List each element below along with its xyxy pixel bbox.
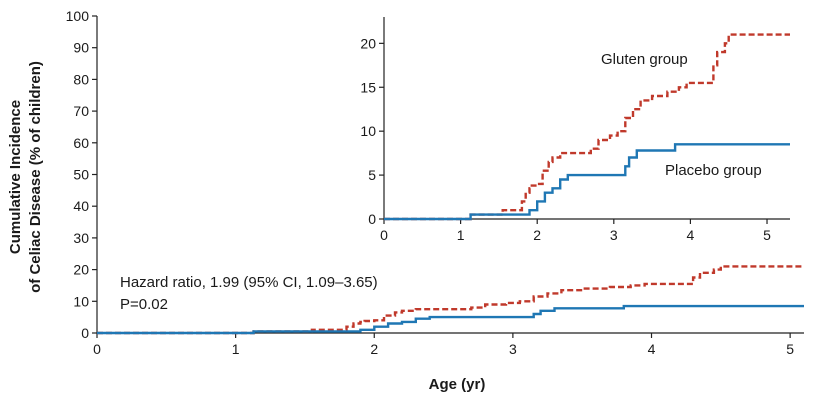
p-value-annotation: P=0.02 <box>120 296 168 313</box>
gluten-group-label: Gluten group <box>601 51 688 68</box>
main-y-tick-label: 20 <box>73 262 89 278</box>
inset-y-tick-label: 10 <box>360 123 376 139</box>
main-gluten-group-curve <box>97 265 804 335</box>
main-y-tick-label: 90 <box>73 40 89 56</box>
main-y-tick-label: 10 <box>73 293 89 309</box>
main-placebo-group-curve <box>97 304 804 335</box>
chart-text: Cumulative Incidence of Celiac Disease (… <box>7 51 762 393</box>
y-axis-title-line-1: Cumulative Incidence <box>7 100 24 254</box>
main-x-tick-label: 4 <box>648 341 656 357</box>
inset-y-tick-label: 0 <box>368 211 376 227</box>
x-axis-title: Age (yr) <box>429 376 486 393</box>
main-y-tick-label: 100 <box>66 8 90 24</box>
main-y-tick-label: 50 <box>73 167 89 183</box>
inset-x-tick-label: 3 <box>610 227 618 243</box>
hazard-ratio-annotation: Hazard ratio, 1.99 (95% CI, 1.09–3.65) <box>120 274 378 291</box>
main-y-tick-label: 60 <box>73 135 89 151</box>
inset-plot: 0 5 10 15 20 0 1 2 3 4 5 <box>360 17 790 243</box>
main-x-tick-label: 5 <box>786 341 794 357</box>
inset-placebo-group-curve <box>384 143 790 221</box>
main-x-tick-label: 0 <box>93 341 101 357</box>
placebo-group-label: Placebo group <box>665 162 762 179</box>
y-axis-title-line-2: of Celiac Disease (% of children) <box>27 61 44 293</box>
main-x-tick-label: 3 <box>509 341 517 357</box>
inset-x-tick-label: 4 <box>687 227 695 243</box>
main-x-tick-label: 1 <box>232 341 240 357</box>
inset-y-tick-label: 5 <box>368 167 376 183</box>
inset-x-tick-label: 1 <box>457 227 465 243</box>
main-y-tick-label: 30 <box>73 230 89 246</box>
main-y-tick-label: 0 <box>81 325 89 341</box>
inset-x-tick-label: 2 <box>533 227 541 243</box>
main-y-tick-label: 70 <box>73 103 89 119</box>
inset-x-tick-label: 0 <box>380 227 388 243</box>
inset-y-tick-label: 20 <box>360 35 376 51</box>
main-y-tick-label: 40 <box>73 198 89 214</box>
inset-y-tick-label: 15 <box>360 79 376 95</box>
inset-gluten-group-curve <box>384 33 790 221</box>
inset-x-tick-label: 5 <box>763 227 771 243</box>
main-x-tick-label: 2 <box>370 341 378 357</box>
main-y-tick-label: 80 <box>73 71 89 87</box>
